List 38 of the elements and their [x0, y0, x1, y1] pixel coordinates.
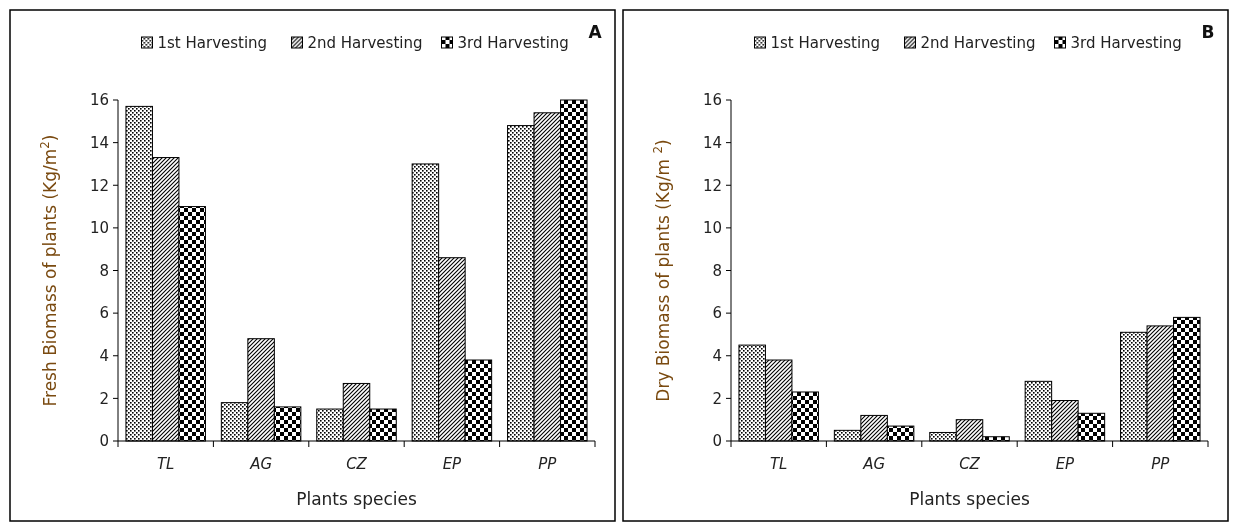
x-axis-title: Plants species	[296, 489, 417, 509]
y-tick-label: 14	[89, 133, 109, 152]
legend-label: 1st Harvesting	[770, 34, 881, 52]
legend-label: 3rd Harvesting	[1070, 34, 1182, 52]
x-tick-label: AG	[249, 455, 273, 473]
legend-label: 1st Harvesting	[157, 34, 268, 52]
y-tick-label: 0	[712, 432, 722, 451]
y-tick-label: 2	[99, 389, 109, 408]
y-tick-label: 10	[89, 219, 109, 238]
chart-title: A	[588, 22, 603, 42]
chart-title: B	[1201, 22, 1215, 42]
x-tick-label: CZ	[959, 455, 981, 473]
y-tick-label: 0	[99, 432, 109, 451]
y-tick-label: 4	[99, 347, 109, 365]
x-tick-label: TL	[769, 455, 788, 473]
y-tick-label: 16	[702, 91, 722, 110]
x-tick-label: CZ	[346, 455, 368, 473]
legend-label: 2nd Harvesting	[920, 34, 1036, 52]
x-tick-label: PP	[538, 455, 558, 473]
y-tick-label: 12	[89, 176, 109, 195]
y-tick-label: 2	[712, 389, 722, 408]
x-axis-title: Plants species	[909, 489, 1030, 509]
y-tick-label: 8	[99, 261, 109, 280]
legend-label: 2nd Harvesting	[307, 34, 423, 52]
y-tick-label: 8	[712, 261, 722, 280]
x-tick-label: EP	[1055, 455, 1076, 473]
y-tick-label: 10	[702, 219, 722, 238]
y-tick-label: 6	[99, 304, 109, 323]
x-tick-label: PP	[1151, 455, 1171, 473]
y-tick-label: 16	[89, 91, 109, 110]
x-tick-label: TL	[156, 455, 175, 473]
x-tick-label: AG	[862, 455, 886, 473]
y-tick-label: 4	[712, 347, 722, 365]
x-tick-label: EP	[442, 455, 463, 473]
y-tick-label: 14	[702, 133, 722, 152]
y-tick-label: 12	[702, 176, 722, 195]
legend-label: 3rd Harvesting	[457, 34, 569, 52]
y-tick-label: 6	[712, 304, 722, 323]
